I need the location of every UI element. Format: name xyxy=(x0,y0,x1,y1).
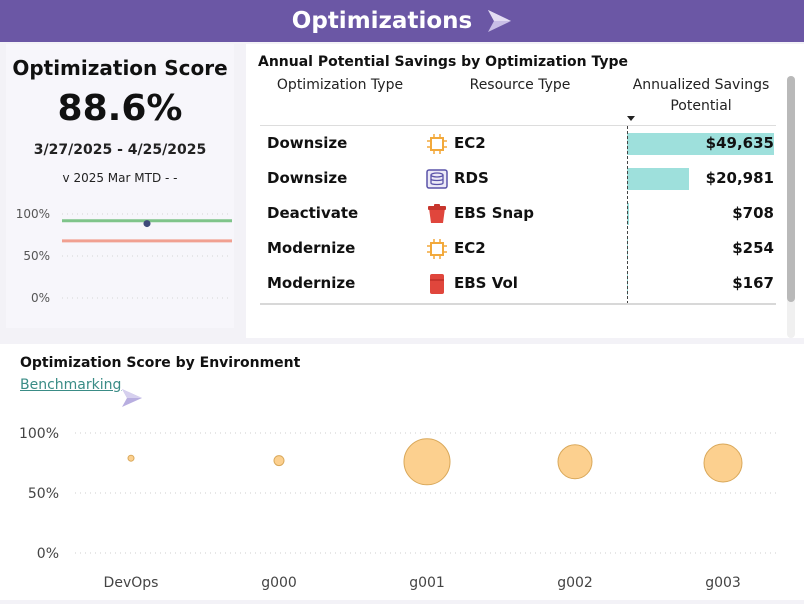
score-card-title: Optimization Score xyxy=(12,56,228,80)
y-tick-label: 0% xyxy=(31,291,50,305)
resource-type-cell: EC2 xyxy=(454,134,486,152)
savings-table-panel: Annual Potential Savings by Optimization… xyxy=(246,44,804,338)
optimization-type-cell: Downsize xyxy=(267,169,348,187)
savings-bar xyxy=(627,203,630,225)
table-row[interactable]: Downsize EC2 $49,635 xyxy=(260,127,780,162)
table-scrollbar[interactable] xyxy=(787,76,795,338)
header-divider xyxy=(260,125,776,126)
rds-database-icon xyxy=(426,168,448,190)
savings-value-cell: $708 xyxy=(732,204,774,222)
score-period-label: v 2025 Mar MTD - - xyxy=(62,171,178,185)
resource-type-cell: EBS Vol xyxy=(454,274,518,292)
column-header-optimization-type[interactable]: Optimization Type xyxy=(276,77,404,93)
savings-bar xyxy=(627,168,690,190)
page-title: Optimizations xyxy=(291,8,473,34)
savings-value-cell: $20,981 xyxy=(705,169,774,187)
environment-score-chart: 100% 50% 0% DevOps g000 g001 g002 g003 xyxy=(19,426,778,591)
x-tick-label: g003 xyxy=(705,575,741,591)
bubble-point[interactable] xyxy=(127,454,135,462)
column-header-resource-type[interactable]: Resource Type xyxy=(469,77,571,93)
table-row[interactable]: Deactivate EBS Snap $708 xyxy=(260,197,780,232)
optimization-score-card: Optimization Score 88.6% 3/27/2025 - 4/2… xyxy=(6,44,234,328)
environment-score-panel: 100% 50% 0% DevOps g000 g001 g002 g003 Optimiza… xyxy=(0,344,804,600)
table-row[interactable]: Downsize RDS $20,981 xyxy=(260,162,780,197)
resource-type-cell: RDS xyxy=(454,169,489,187)
optimization-type-cell: Deactivate xyxy=(267,204,359,222)
x-tick-label: g001 xyxy=(409,575,445,591)
x-tick-label: g002 xyxy=(557,575,593,591)
y-tick-label: 50% xyxy=(28,486,59,502)
resource-type-cell: EC2 xyxy=(454,239,486,257)
savings-value-cell: $167 xyxy=(732,274,774,292)
y-tick-label: 100% xyxy=(16,207,50,221)
y-tick-label: 0% xyxy=(37,546,59,562)
table-scrollbar-thumb[interactable] xyxy=(787,76,795,302)
bubble-point[interactable] xyxy=(403,438,451,486)
score-point xyxy=(143,220,151,228)
column-header-annualized-savings[interactable]: Annualized Savings Potential xyxy=(632,77,770,114)
savings-value-cell: $254 xyxy=(732,239,774,257)
table-row[interactable]: Modernize EBS Vol $167 xyxy=(260,267,780,302)
savings-value-cell: $49,635 xyxy=(705,134,774,152)
score-trend-chart: 100% 50% 0% xyxy=(16,207,232,305)
ebs-snapshot-icon xyxy=(426,203,448,225)
y-tick-label: 100% xyxy=(19,426,59,442)
score-value: 88.6% xyxy=(57,88,183,129)
optimization-type-cell: Modernize xyxy=(267,239,356,257)
score-date-range: 3/27/2025 - 4/25/2025 xyxy=(33,142,207,158)
x-tick-label: g000 xyxy=(261,575,297,591)
environment-chart-title: Optimization Score by Environment xyxy=(20,355,301,371)
x-tick-label: DevOps xyxy=(104,575,159,591)
ec2-chip-icon xyxy=(426,133,448,155)
ec2-chip-icon xyxy=(426,238,448,260)
bubble-point[interactable] xyxy=(703,443,743,483)
bubble-point[interactable] xyxy=(557,444,593,480)
send-arrow-icon[interactable] xyxy=(486,9,512,33)
resource-type-cell: EBS Snap xyxy=(454,204,535,222)
table-bottom-divider xyxy=(260,303,776,305)
benchmarking-arrow-icon[interactable] xyxy=(121,388,143,408)
bar-baseline xyxy=(627,126,628,304)
benchmarking-link[interactable]: Benchmarking xyxy=(20,377,122,393)
header-banner: Optimizations xyxy=(0,0,804,42)
sort-descending-icon[interactable] xyxy=(627,116,635,121)
optimization-type-cell: Downsize xyxy=(267,134,348,152)
savings-table-title: Annual Potential Savings by Optimization… xyxy=(258,54,629,70)
bubble-point[interactable] xyxy=(273,455,285,467)
y-tick-label: 50% xyxy=(23,249,50,263)
savings-bar xyxy=(627,133,774,155)
table-row[interactable]: Modernize EC2 $254 xyxy=(260,232,780,267)
ebs-volume-icon xyxy=(426,273,448,295)
optimization-type-cell: Modernize xyxy=(267,274,356,292)
